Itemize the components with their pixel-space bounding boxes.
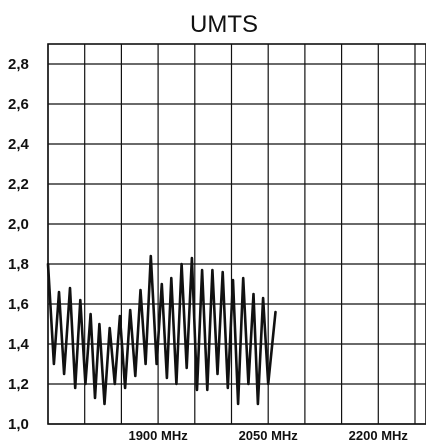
x-tick-label: 2050 MHz	[239, 428, 299, 441]
series-line	[46, 254, 277, 406]
y-tick-label: 2,0	[8, 216, 29, 233]
y-tick-label: 1,2	[8, 376, 29, 393]
chart-title: UMTS	[190, 11, 258, 38]
y-tick-label: 2,6	[8, 96, 29, 113]
y-tick-label: 1,8	[8, 256, 29, 273]
plot-area-frame	[47, 43, 426, 425]
y-tick-label: 2,8	[8, 56, 29, 73]
x-tick-label: 2200 MHz	[349, 428, 409, 441]
y-tick-label: 2,4	[8, 136, 30, 153]
y-tick-label: 1,4	[8, 336, 30, 353]
y-tick-labels: 1,0 1,2 1,4 1,6 1,8 2,0 2,2 2,4 2,6 2,8	[8, 56, 30, 433]
x-tick-labels: 1900 MHz 2050 MHz 2200 MHz	[128, 428, 408, 441]
y-tick-label: 1,0	[8, 416, 29, 433]
x-tick-label: 1900 MHz	[128, 428, 188, 441]
y-tick-label: 2,2	[8, 176, 29, 193]
y-tick-label: 1,6	[8, 296, 29, 313]
